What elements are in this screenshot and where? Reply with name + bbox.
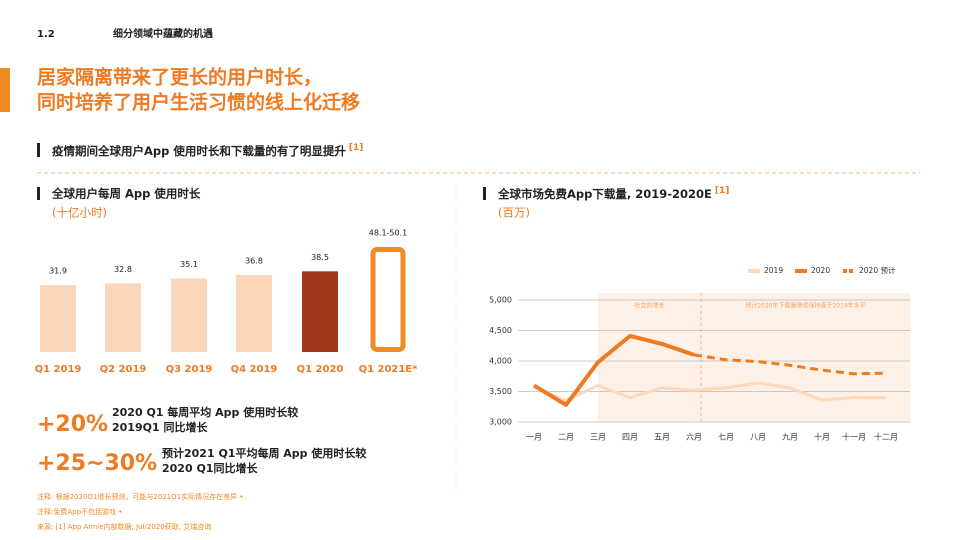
x-tick-label: 七月: [718, 433, 734, 442]
chart-title: 全球市场免费App下载量, 2019-2020E [1]: [497, 186, 729, 201]
highlight-region: [598, 293, 910, 422]
value-label: 36.8: [245, 256, 263, 265]
annotation: 预计2020年下载量继续保持高于2019年水平: [745, 302, 866, 310]
marker: [37, 187, 40, 200]
value-label: 31.9: [49, 267, 67, 276]
bar: [236, 274, 272, 352]
x-tick-label: Q3 2019: [166, 364, 213, 375]
x-tick-label: 十一月: [842, 432, 866, 442]
marker: [37, 143, 40, 157]
note: 来源: [1] App Annie内部数据; Jul/2020获取, 艾瑞咨询: [37, 522, 211, 531]
y-tick-label: 3,000: [489, 418, 512, 427]
x-tick-label: 二月: [558, 433, 574, 442]
chart-title-text: 全球市场免费App下载量, 2019-2020E: [497, 187, 712, 201]
stat-text: 预计2021 Q1平均每周 App 使用时长较: [162, 446, 366, 460]
series-line: [533, 381, 886, 403]
y-tick-label: 4,000: [489, 357, 512, 366]
headline: 同时培养了用户生活习惯的线上化迁移: [37, 91, 360, 114]
chart-title: 全球用户每周 App 使用时长: [51, 187, 201, 201]
x-tick-label: 十月: [814, 432, 830, 442]
bar: [105, 283, 141, 352]
note: 注释:免费App不包括游戏 •: [37, 507, 122, 516]
x-tick-label: Q1 2019: [35, 364, 82, 375]
x-tick-label: 四月: [622, 433, 638, 442]
y-tick-label: 3,500: [489, 387, 512, 396]
annotation: 社交的增长: [634, 302, 664, 310]
legend-label: 2020: [811, 266, 830, 275]
value-label: 35.1: [180, 260, 198, 269]
stat-value: +20%: [37, 412, 108, 437]
headline: 居家隔离带来了更长的用户时长，: [37, 66, 322, 89]
legend-label: 2019: [764, 266, 783, 275]
x-tick-label: 八月: [750, 433, 766, 442]
value-label: 32.8: [114, 265, 132, 274]
x-tick-label: Q4 2019: [231, 364, 278, 375]
section-number: 1.2: [37, 29, 55, 40]
x-tick-label: Q1 2020: [297, 364, 344, 375]
y-tick-label: 5,000: [489, 296, 512, 305]
bar: [171, 278, 207, 352]
x-tick-label: 三月: [590, 433, 606, 442]
series-line: [532, 333, 695, 407]
bar: [370, 247, 406, 352]
subheading-text: 疫情期间全球用户App 使用时长和下载量的有了明显提升: [52, 144, 346, 158]
subheading: 疫情期间全球用户App 使用时长和下载量的有了明显提升 [1]: [52, 143, 363, 158]
bar: [302, 271, 338, 352]
x-tick-label: 五月: [654, 433, 670, 442]
stat-text: 2020 Q1 每周平均 App 使用时长较: [112, 405, 298, 419]
value-label: 38.5: [311, 253, 329, 262]
x-tick-label: Q1 2021E*: [359, 364, 419, 375]
ref: [1]: [715, 186, 730, 196]
x-tick-label: 九月: [782, 433, 798, 442]
chart-subtitle: (十亿小时): [52, 206, 107, 220]
stat-text: 2020 Q1同比增长: [162, 461, 258, 475]
value-label: 48.1-50.1: [369, 229, 408, 238]
note: 注释: 根据2020Q1增长预测，可能与2021Q1实际情况存在差异 •: [37, 492, 244, 501]
chart-subtitle: (百万): [498, 206, 530, 220]
series-line: [693, 353, 887, 376]
x-tick-label: 六月: [686, 432, 702, 442]
y-tick-label: 4,500: [489, 326, 512, 335]
accent-bar: [0, 68, 10, 112]
stat-value: +25~30%: [37, 451, 157, 476]
x-tick-label: 十二月: [874, 432, 898, 442]
section-title: 细分领域中蕴藏的机遇: [113, 27, 213, 40]
bar: [40, 285, 76, 352]
x-tick-label: Q2 2019: [100, 364, 147, 375]
stat-text: 2019Q1 同比增长: [112, 420, 208, 434]
marker: [483, 187, 486, 200]
legend-label: 2020 预计: [859, 265, 896, 275]
x-tick-label: 一月: [526, 433, 542, 442]
ref: [1]: [349, 143, 364, 153]
